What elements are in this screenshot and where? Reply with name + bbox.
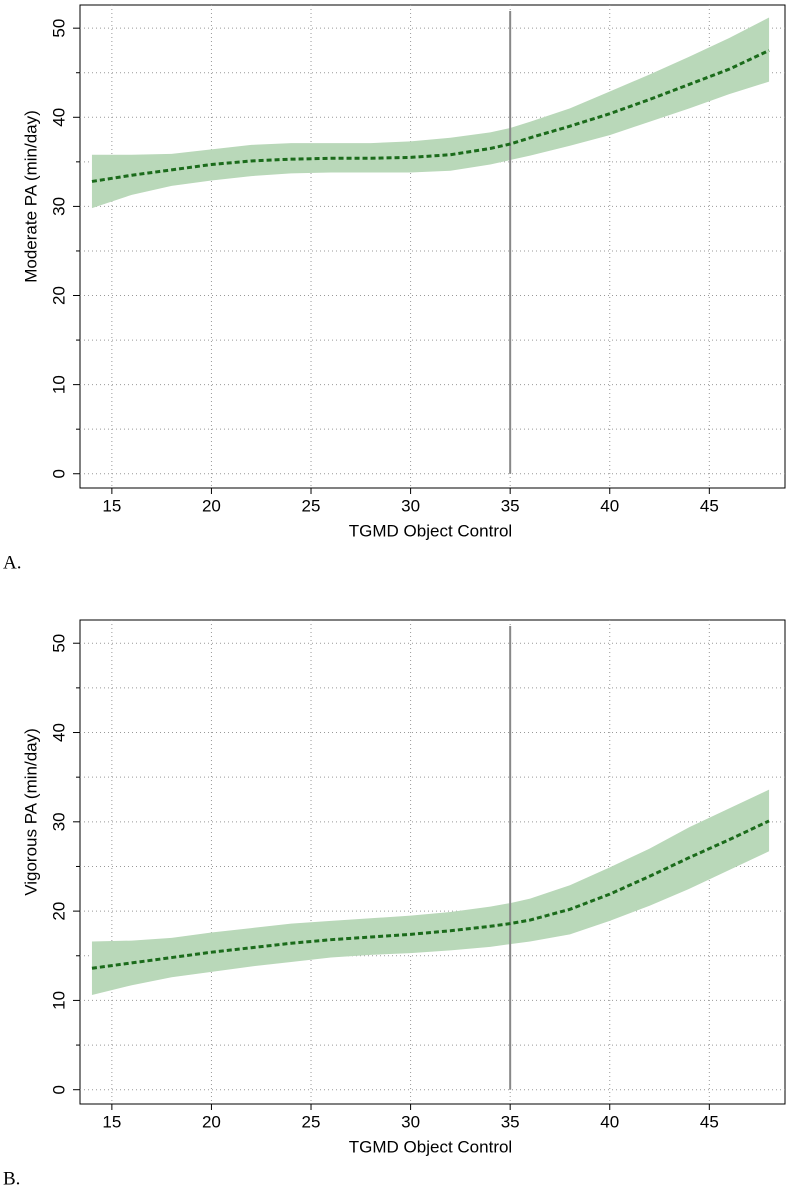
confidence-band xyxy=(91,789,770,996)
y-tick-label: 50 xyxy=(49,19,68,38)
x-tick-label: 20 xyxy=(202,1112,221,1131)
y-tick-label: 0 xyxy=(49,469,68,478)
x-axis-title: TGMD Object Control xyxy=(349,1137,512,1156)
x-tick-label: 20 xyxy=(202,496,221,515)
y-tick-label: 50 xyxy=(49,634,68,653)
y-tick-label: 40 xyxy=(49,723,68,742)
x-axis-title: TGMD Object Control xyxy=(349,521,512,540)
x-tick-label: 30 xyxy=(401,496,420,515)
x-tick-label: 35 xyxy=(501,496,520,515)
plot-frame xyxy=(79,4,786,489)
plot-frame xyxy=(79,619,786,1105)
panel-label: A. xyxy=(3,552,21,573)
fit-line xyxy=(91,49,770,183)
x-tick-label: 25 xyxy=(302,496,321,515)
x-tick-label: 45 xyxy=(700,496,719,515)
x-tick-label: 15 xyxy=(102,496,121,515)
confidence-band xyxy=(91,17,770,209)
y-tick-label: 10 xyxy=(49,375,68,394)
x-tick-label: 45 xyxy=(700,1112,719,1131)
x-tick-label: 25 xyxy=(302,1112,321,1131)
y-axis-title: Vigorous PA (min/day) xyxy=(21,728,40,896)
y-tick-label: 40 xyxy=(49,108,68,127)
x-tick-label: 35 xyxy=(501,1112,520,1131)
y-tick-label: 20 xyxy=(49,902,68,921)
y-tick-label: 30 xyxy=(49,812,68,831)
y-tick-label: 20 xyxy=(49,286,68,305)
x-tick-label: 15 xyxy=(102,1112,121,1131)
y-tick-label: 30 xyxy=(49,197,68,216)
y-tick-label: 0 xyxy=(49,1085,68,1094)
y-tick-label: 10 xyxy=(49,991,68,1010)
x-tick-label: 40 xyxy=(600,496,619,515)
fit-line xyxy=(91,819,770,970)
panel-label: B. xyxy=(3,1168,20,1185)
y-axis-title: Moderate PA (min/day) xyxy=(21,110,40,283)
x-tick-label: 30 xyxy=(401,1112,420,1131)
x-tick-label: 40 xyxy=(600,1112,619,1131)
